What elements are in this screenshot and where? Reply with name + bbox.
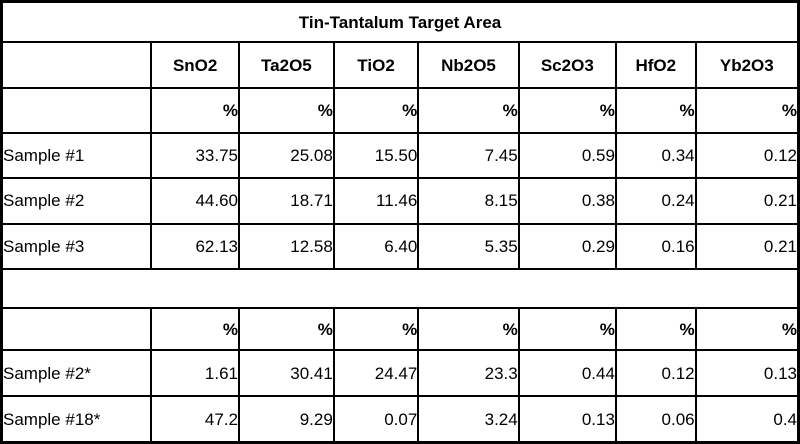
column-header-row: SnO2 Ta2O5 TiO2 Nb2O5 Sc2O3 HfO2 Yb2O3 [0,41,800,90]
spacer-cell [0,267,800,310]
column-header-yb2o3: Yb2O3 [694,41,800,90]
value-cell: 62.13 [150,222,240,270]
spacer-row [0,267,800,310]
value-cell: 47.2 [150,395,240,444]
value-cell: 0.34 [614,132,697,180]
row-label: Sample #18* [0,395,153,444]
column-header-ta2o5: Ta2O5 [237,41,335,90]
table-row-sample-2-star: Sample #2* 1.61 30.41 24.47 23.3 0.44 0.… [0,349,800,398]
unit-cell: % [332,307,420,352]
value-cell: 0.21 [694,177,800,225]
value-cell: 0.13 [694,349,800,398]
value-cell: 5.35 [417,222,520,270]
value-cell: 25.08 [237,132,335,180]
row-label: Sample #2 [0,177,153,225]
unit-cell: % [150,87,240,135]
value-cell: 33.75 [150,132,240,180]
value-cell: 0.29 [517,222,617,270]
value-cell: 9.29 [237,395,335,444]
table-title: Tin-Tantalum Target Area [0,0,800,44]
table-row-sample-2: Sample #2 44.60 18.71 11.46 8.15 0.38 0.… [0,177,800,225]
unit-row-section2: % % % % % % % [0,307,800,352]
value-cell: 3.24 [417,395,520,444]
unit-cell: % [237,307,335,352]
column-header-sc2o3: Sc2O3 [517,41,617,90]
title-row: Tin-Tantalum Target Area [0,0,800,44]
value-cell: 1.61 [150,349,240,398]
value-cell: 0.06 [614,395,697,444]
table-row-sample-3: Sample #3 62.13 12.58 6.40 5.35 0.29 0.1… [0,222,800,270]
column-header-nb2o5: Nb2O5 [417,41,520,90]
value-cell: 0.12 [614,349,697,398]
row-label: Sample #2* [0,349,153,398]
row-label: Sample #1 [0,132,153,180]
value-cell: 0.44 [517,349,617,398]
value-cell: 24.47 [332,349,420,398]
value-cell: 6.40 [332,222,420,270]
unit-cell: % [417,307,520,352]
value-cell: 0.12 [694,132,800,180]
value-cell: 23.3 [417,349,520,398]
unit-cell: % [614,87,697,135]
unit-cell: % [237,87,335,135]
unit-cell: % [417,87,520,135]
value-cell: 30.41 [237,349,335,398]
unit-row-label-cell [0,87,153,135]
value-cell: 11.46 [332,177,420,225]
value-cell: 0.16 [614,222,697,270]
value-cell: 44.60 [150,177,240,225]
row-label: Sample #3 [0,222,153,270]
corner-cell [0,41,153,90]
column-header-tio2: TiO2 [332,41,420,90]
value-cell: 7.45 [417,132,520,180]
value-cell: 8.15 [417,177,520,225]
unit-cell: % [694,307,800,352]
value-cell: 0.38 [517,177,617,225]
value-cell: 0.07 [332,395,420,444]
unit-cell: % [150,307,240,352]
unit-cell: % [517,87,617,135]
value-cell: 15.50 [332,132,420,180]
unit-row-label-cell [0,307,153,352]
value-cell: 12.58 [237,222,335,270]
table-row-sample-1: Sample #1 33.75 25.08 15.50 7.45 0.59 0.… [0,132,800,180]
value-cell: 0.24 [614,177,697,225]
value-cell: 18.71 [237,177,335,225]
value-cell: 0.21 [694,222,800,270]
value-cell: 0.4 [694,395,800,444]
value-cell: 0.59 [517,132,617,180]
column-header-sno2: SnO2 [150,41,240,90]
unit-cell: % [332,87,420,135]
unit-cell: % [694,87,800,135]
unit-cell: % [517,307,617,352]
unit-cell: % [614,307,697,352]
value-cell: 0.13 [517,395,617,444]
table-row-sample-18-star: Sample #18* 47.2 9.29 0.07 3.24 0.13 0.0… [0,395,800,444]
unit-row-section1: % % % % % % % [0,87,800,135]
column-header-hfo2: HfO2 [614,41,697,90]
